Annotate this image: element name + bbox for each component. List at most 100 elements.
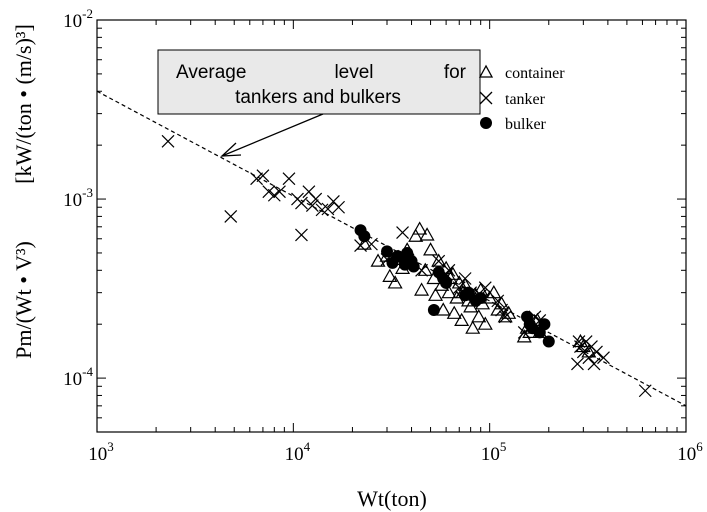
y-tick-label-base: 10 xyxy=(63,11,82,32)
point-container xyxy=(382,268,398,282)
trend-line xyxy=(96,90,687,407)
x-tick-label-exponent: 6 xyxy=(696,439,703,454)
point-tanker xyxy=(587,357,601,371)
x-tick-label-exponent: 4 xyxy=(304,439,311,454)
point-tanker xyxy=(495,303,509,317)
point-tanker xyxy=(332,200,346,214)
point-bulker xyxy=(542,335,555,348)
point-tanker xyxy=(305,199,319,212)
point-container xyxy=(477,316,493,330)
point-tanker xyxy=(295,196,308,210)
point-tanker xyxy=(638,384,652,398)
y-axis-label: Pm/(Wt • V³) xyxy=(11,241,36,359)
point-tanker xyxy=(571,357,584,371)
point-container xyxy=(441,284,457,299)
data-points xyxy=(161,134,652,398)
x-tick-label-base: 10 xyxy=(677,444,696,465)
x-tick-label: 103 xyxy=(88,439,114,465)
x-tick-label-base: 10 xyxy=(285,444,304,465)
point-container xyxy=(445,266,461,280)
x-tick-label-exponent: 5 xyxy=(500,439,507,454)
x-tick-label-exponent: 3 xyxy=(107,439,114,454)
annotation-line-2: tankers and bulkers xyxy=(235,87,401,108)
annotation-word-2: level xyxy=(334,62,373,83)
point-tanker xyxy=(295,228,308,242)
x-tick-label: 104 xyxy=(285,439,311,465)
y-tick-label-base: 10 xyxy=(63,190,82,211)
annotation-box xyxy=(157,49,481,115)
y-tick-label-exponent: -3 xyxy=(82,185,93,200)
legend-label-container: container xyxy=(505,65,565,82)
point-tanker xyxy=(478,281,492,295)
point-bulker xyxy=(474,292,487,305)
x-tick-label: 105 xyxy=(481,439,506,465)
point-tanker xyxy=(582,351,596,365)
point-bulker xyxy=(538,318,551,331)
annotation: Average level for tankers and bulkers xyxy=(157,49,481,157)
point-container xyxy=(494,296,510,310)
point-container xyxy=(471,309,487,323)
point-tanker xyxy=(321,202,335,216)
point-tanker xyxy=(597,351,610,365)
point-tanker xyxy=(498,310,512,324)
point-tanker xyxy=(161,134,175,148)
point-container xyxy=(428,287,444,301)
point-tanker xyxy=(590,345,603,359)
point-tanker xyxy=(309,192,323,206)
y-tick-label: 10-4 xyxy=(63,364,93,390)
point-container xyxy=(414,282,430,296)
point-container xyxy=(435,302,451,316)
legend-label-tanker: tanker xyxy=(505,91,546,108)
legend-label-bulker: bulker xyxy=(505,116,547,133)
point-tanker xyxy=(262,185,276,199)
annotation-word-1: Average xyxy=(176,62,246,83)
point-container xyxy=(408,228,424,242)
y-tick-label-exponent: -2 xyxy=(82,6,93,21)
point-container xyxy=(419,227,435,241)
point-tanker xyxy=(396,226,409,239)
legend-marker-tanker xyxy=(479,91,493,105)
point-tanker xyxy=(224,209,238,223)
point-container xyxy=(387,275,403,289)
point-bulker xyxy=(381,245,394,258)
point-tanker xyxy=(250,172,264,186)
x-tick-label: 106 xyxy=(677,439,703,465)
point-container xyxy=(497,309,513,323)
legend-marker-bulker xyxy=(480,117,492,129)
y-tick-label: 10-2 xyxy=(63,6,93,32)
x-axis-label: Wt(ton) xyxy=(357,486,427,511)
point-bulker xyxy=(440,276,453,289)
point-bulker xyxy=(427,304,440,317)
point-tanker xyxy=(491,294,505,308)
plot-frame xyxy=(96,19,687,433)
point-tanker xyxy=(315,203,329,217)
point-tanker xyxy=(256,169,270,183)
y-tick-label-base: 10 xyxy=(63,369,82,390)
point-container xyxy=(412,221,428,235)
point-bulker xyxy=(462,286,475,299)
point-container xyxy=(423,242,439,256)
point-container xyxy=(446,305,462,319)
y-tick-label: 10-3 xyxy=(63,185,93,211)
legend: container tanker bulker xyxy=(478,64,565,133)
point-tanker xyxy=(458,272,472,285)
point-bulker xyxy=(358,230,371,243)
axis-ticks xyxy=(96,19,687,433)
point-container xyxy=(465,320,481,334)
y-tick-label-exponent: -4 xyxy=(82,364,93,379)
x-tick-label-base: 10 xyxy=(88,444,107,465)
annotation-word-3: for xyxy=(444,62,467,83)
point-container xyxy=(501,305,517,319)
point-tanker xyxy=(282,172,296,186)
point-tanker xyxy=(273,185,286,199)
point-tanker xyxy=(432,254,446,268)
annotation-arrow-shaft xyxy=(221,113,324,157)
point-bulker xyxy=(407,260,420,273)
x-tick-label-base: 10 xyxy=(481,444,500,465)
point-container xyxy=(454,312,470,327)
point-container xyxy=(431,253,447,267)
annotation-arrow-head xyxy=(220,142,242,157)
y-axis-unit-label: [kW/(ton • (m/s)³] xyxy=(11,24,36,184)
